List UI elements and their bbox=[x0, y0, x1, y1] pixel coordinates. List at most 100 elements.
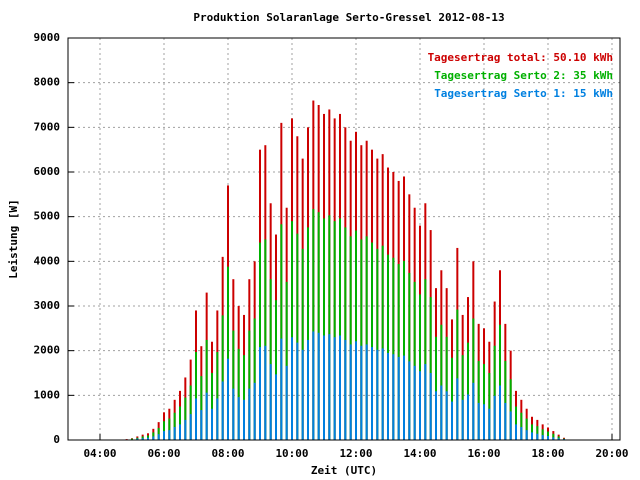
bar bbox=[136, 438, 139, 440]
bar bbox=[248, 330, 251, 440]
bar bbox=[157, 434, 160, 440]
bar bbox=[296, 233, 299, 440]
bar bbox=[168, 418, 171, 440]
bar bbox=[531, 424, 533, 440]
y-tick-label: 6000 bbox=[34, 165, 61, 178]
bar bbox=[339, 218, 341, 440]
bar bbox=[403, 260, 405, 440]
bar bbox=[403, 355, 405, 440]
bar bbox=[472, 318, 475, 440]
bar bbox=[520, 412, 523, 440]
bar bbox=[557, 436, 560, 440]
bar bbox=[371, 242, 373, 440]
x-tick-label: 08:00 bbox=[211, 447, 244, 460]
y-tick-label: 8000 bbox=[34, 76, 61, 89]
bar bbox=[451, 401, 453, 440]
bar bbox=[269, 364, 272, 440]
bar bbox=[184, 397, 187, 440]
bar bbox=[397, 264, 400, 440]
bar bbox=[264, 345, 267, 440]
bar bbox=[237, 348, 240, 440]
bar bbox=[323, 335, 325, 440]
legend-entry: Tagesertrag total: 50.10 kWh bbox=[428, 51, 613, 64]
bar bbox=[189, 414, 192, 440]
bar bbox=[317, 332, 320, 440]
bar bbox=[435, 391, 437, 440]
bar bbox=[221, 315, 224, 440]
bar bbox=[467, 394, 469, 440]
y-axis-label: Leistung [W] bbox=[7, 199, 20, 278]
bar bbox=[179, 406, 181, 440]
bar bbox=[504, 402, 507, 440]
bar bbox=[499, 324, 501, 440]
bar bbox=[424, 279, 427, 440]
bar bbox=[291, 337, 293, 440]
bar bbox=[483, 364, 485, 440]
bar bbox=[173, 412, 176, 440]
y-tick-label: 4000 bbox=[34, 254, 61, 267]
bar bbox=[328, 334, 331, 440]
bar bbox=[376, 349, 379, 440]
bar bbox=[376, 248, 379, 440]
bar bbox=[227, 358, 229, 440]
legend-entry: Tagesertrag Serto 1: 15 kWh bbox=[434, 87, 613, 100]
bar bbox=[301, 248, 304, 440]
bar bbox=[163, 421, 165, 440]
x-tick-label: 14:00 bbox=[403, 447, 436, 460]
bar bbox=[429, 297, 432, 440]
bar bbox=[317, 212, 320, 440]
x-tick-label: 06:00 bbox=[147, 447, 180, 460]
bar bbox=[333, 337, 336, 440]
bar bbox=[525, 418, 528, 440]
y-tick-label: 0 bbox=[53, 433, 60, 446]
bar bbox=[525, 430, 528, 440]
bar bbox=[392, 257, 395, 440]
bar bbox=[312, 331, 315, 440]
bar bbox=[477, 402, 480, 440]
bar bbox=[477, 360, 480, 440]
bar bbox=[307, 339, 309, 440]
bar bbox=[488, 373, 491, 440]
bar bbox=[253, 382, 256, 440]
bar bbox=[344, 339, 347, 440]
y-tick-label: 1000 bbox=[34, 388, 61, 401]
bar bbox=[131, 438, 133, 440]
bar bbox=[536, 433, 539, 440]
bar bbox=[451, 357, 453, 440]
bar bbox=[152, 436, 155, 440]
bar bbox=[520, 427, 523, 440]
plot-frame bbox=[67, 37, 621, 441]
bar bbox=[541, 435, 544, 440]
bar bbox=[280, 224, 283, 440]
bar bbox=[509, 379, 512, 440]
bar bbox=[275, 374, 277, 440]
bar bbox=[547, 435, 549, 440]
bar bbox=[419, 294, 421, 440]
bar bbox=[280, 338, 283, 440]
bar bbox=[381, 348, 384, 440]
y-tick-label: 5000 bbox=[34, 210, 61, 223]
bar bbox=[440, 324, 443, 440]
bar bbox=[200, 376, 203, 440]
bar bbox=[387, 352, 389, 440]
bar bbox=[163, 431, 165, 440]
bar bbox=[504, 360, 507, 440]
bar bbox=[413, 281, 416, 440]
bar bbox=[259, 347, 261, 440]
bar bbox=[243, 355, 245, 440]
bar bbox=[445, 336, 448, 440]
bar bbox=[365, 236, 368, 440]
bar bbox=[344, 227, 347, 440]
y-tick-label: 9000 bbox=[34, 31, 61, 44]
bar bbox=[301, 349, 304, 440]
x-tick-label: 18:00 bbox=[531, 447, 564, 460]
bar bbox=[323, 218, 325, 440]
bar bbox=[440, 385, 443, 440]
bar bbox=[147, 437, 149, 440]
bar bbox=[515, 424, 517, 440]
bar bbox=[227, 266, 229, 440]
bar bbox=[157, 427, 160, 440]
bar bbox=[536, 426, 539, 440]
bar bbox=[285, 365, 288, 440]
bar bbox=[275, 300, 277, 440]
